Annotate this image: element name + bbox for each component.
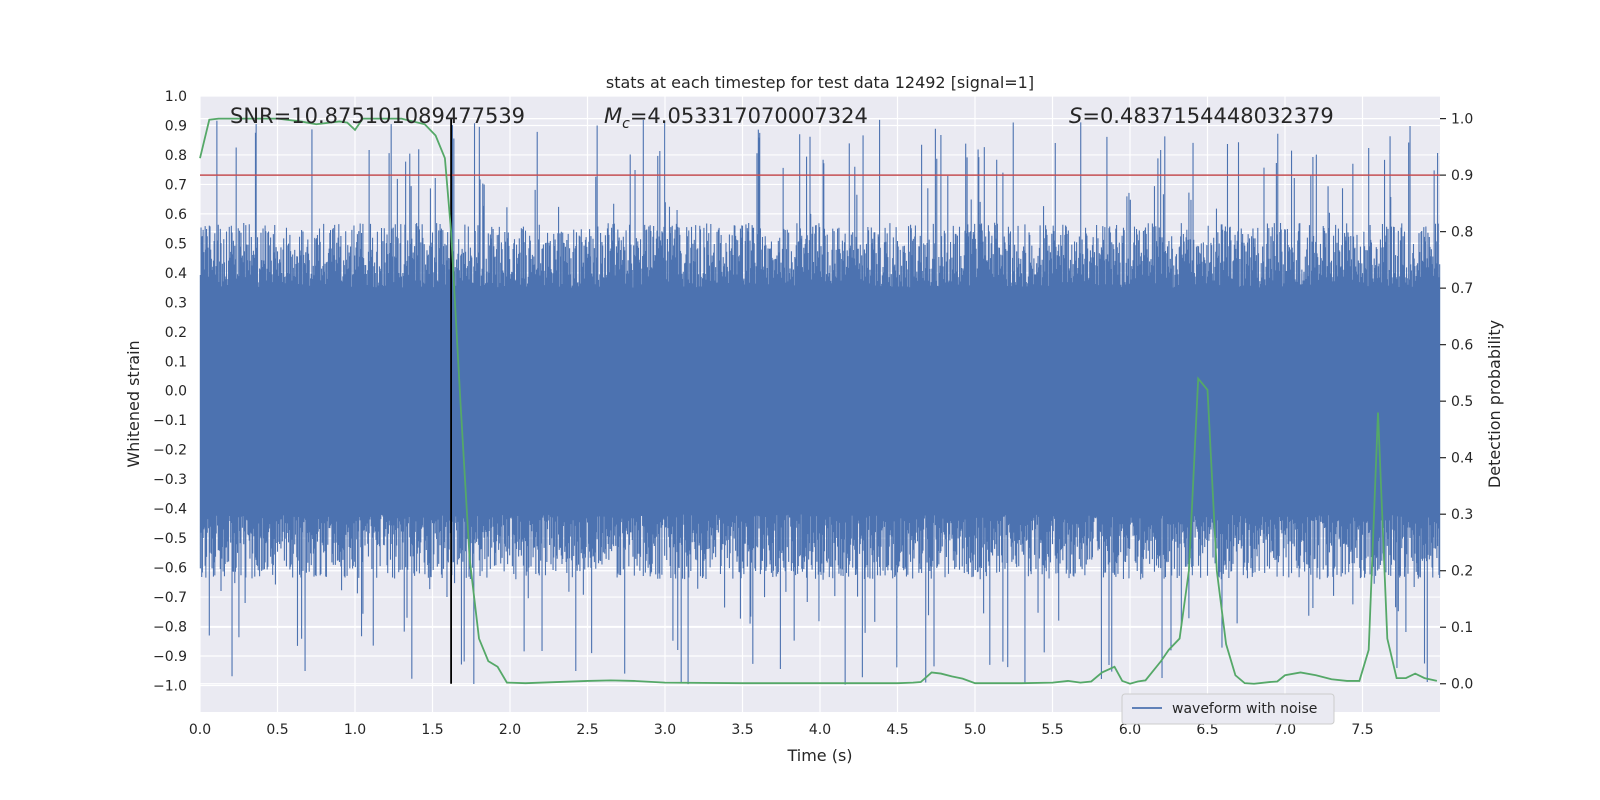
left-y-tick-label: −0.9 (153, 649, 187, 665)
right-y-axis-label: Detection probability (1485, 320, 1504, 488)
left-y-tick-label: 0.3 (165, 295, 187, 311)
x-tick-label: 0.5 (266, 722, 288, 738)
left-y-tick-label: −0.1 (153, 413, 187, 429)
right-y-tick-label: 0.2 (1451, 564, 1473, 580)
x-tick-label: 3.0 (654, 722, 676, 738)
x-tick-label: 3.5 (731, 722, 753, 738)
left-y-tick-label: 0.7 (165, 177, 187, 193)
x-tick-label: 4.5 (886, 722, 908, 738)
left-y-axis-ticks: 1.0 0.9 0.8 0.7 0.6 0.5 0.4 0.3 0.2 0.1 0.0 −0.1 −0.… (153, 89, 187, 694)
snr-annotation: SNR=10.875101089477539 (230, 104, 525, 128)
right-y-tick-label: 0.8 (1451, 225, 1473, 241)
x-tick-label: 7.5 (1351, 722, 1373, 738)
left-y-tick-label: 0.6 (165, 207, 187, 223)
right-y-tick-label: 0.6 (1451, 338, 1473, 354)
x-axis-ticks: 0.0 0.5 1.0 1.5 2.0 2.5 3.0 3.5 4.0 4.5 5.0 5.5 6.0 6… (189, 722, 1374, 738)
chart-title: stats at each timestep for test data 124… (606, 73, 1034, 92)
left-y-tick-label: −0.3 (153, 472, 187, 488)
x-tick-label: 6.0 (1119, 722, 1141, 738)
right-y-tick-label: 0.4 (1451, 451, 1473, 467)
right-y-tick-label: 0.5 (1451, 394, 1473, 410)
x-tick-label: 1.0 (344, 722, 366, 738)
s-annotation: S=0.4837154448032379 (1069, 104, 1334, 128)
left-y-tick-label: −0.8 (153, 620, 187, 636)
x-tick-label: 5.5 (1041, 722, 1063, 738)
legend-box (1121, 693, 1335, 725)
left-y-tick-label: −0.4 (153, 502, 187, 518)
right-y-tick-label: 1.0 (1451, 112, 1473, 128)
left-y-axis-label: Whitened strain (124, 340, 143, 467)
left-y-tick-label: 0.8 (165, 148, 187, 164)
waveform-line (199, 119, 1441, 685)
x-tick-label: 7.0 (1274, 722, 1296, 738)
probability-series-line (199, 117, 1438, 685)
x-tick-label: 5.0 (964, 722, 986, 738)
legend-label: waveform with noise (1172, 701, 1317, 717)
x-tick-label: 0.0 (189, 722, 211, 738)
x-tick-label: 2.0 (499, 722, 521, 738)
x-tick-label: 2.5 (576, 722, 598, 738)
x-tick-label: 6.5 (1196, 722, 1218, 738)
right-y-tick-label: 0.7 (1451, 281, 1473, 297)
right-y-tick-label: 0.1 (1451, 620, 1473, 636)
left-y-tick-label: 0.9 (165, 118, 187, 134)
x-tick-label: 4.0 (809, 722, 831, 738)
left-y-tick-label: 0.0 (165, 384, 187, 400)
chirp-mass-annotation: Mc=4.053317070007324 (604, 104, 868, 132)
right-y-tick-label: 0.3 (1451, 507, 1473, 523)
right-y-tick-label: 0.0 (1451, 677, 1473, 693)
left-y-tick-label: 1.0 (165, 89, 187, 105)
x-tick-label: 1.5 (421, 722, 443, 738)
left-y-tick-label: −0.2 (153, 443, 187, 459)
left-y-tick-label: 0.2 (165, 325, 187, 341)
left-y-tick-label: 0.5 (165, 236, 187, 252)
left-y-tick-label: −0.5 (153, 531, 187, 547)
left-y-tick-label: 0.4 (165, 266, 187, 282)
left-y-tick-label: 0.1 (165, 354, 187, 370)
right-y-axis-ticks: 1.0 0.9 0.8 0.7 0.6 0.5 0.4 0.3 0.2 0.1 0.0 (1440, 112, 1473, 693)
left-y-tick-label: −1.0 (153, 678, 187, 694)
legend: waveform with noise (1121, 693, 1335, 725)
x-axis-label: Time (s) (786, 746, 852, 765)
left-y-tick-label: −0.7 (153, 590, 187, 606)
right-y-tick-label: 0.9 (1451, 168, 1473, 184)
waveform-series (199, 119, 1441, 685)
left-y-tick-label: −0.6 (153, 561, 187, 577)
